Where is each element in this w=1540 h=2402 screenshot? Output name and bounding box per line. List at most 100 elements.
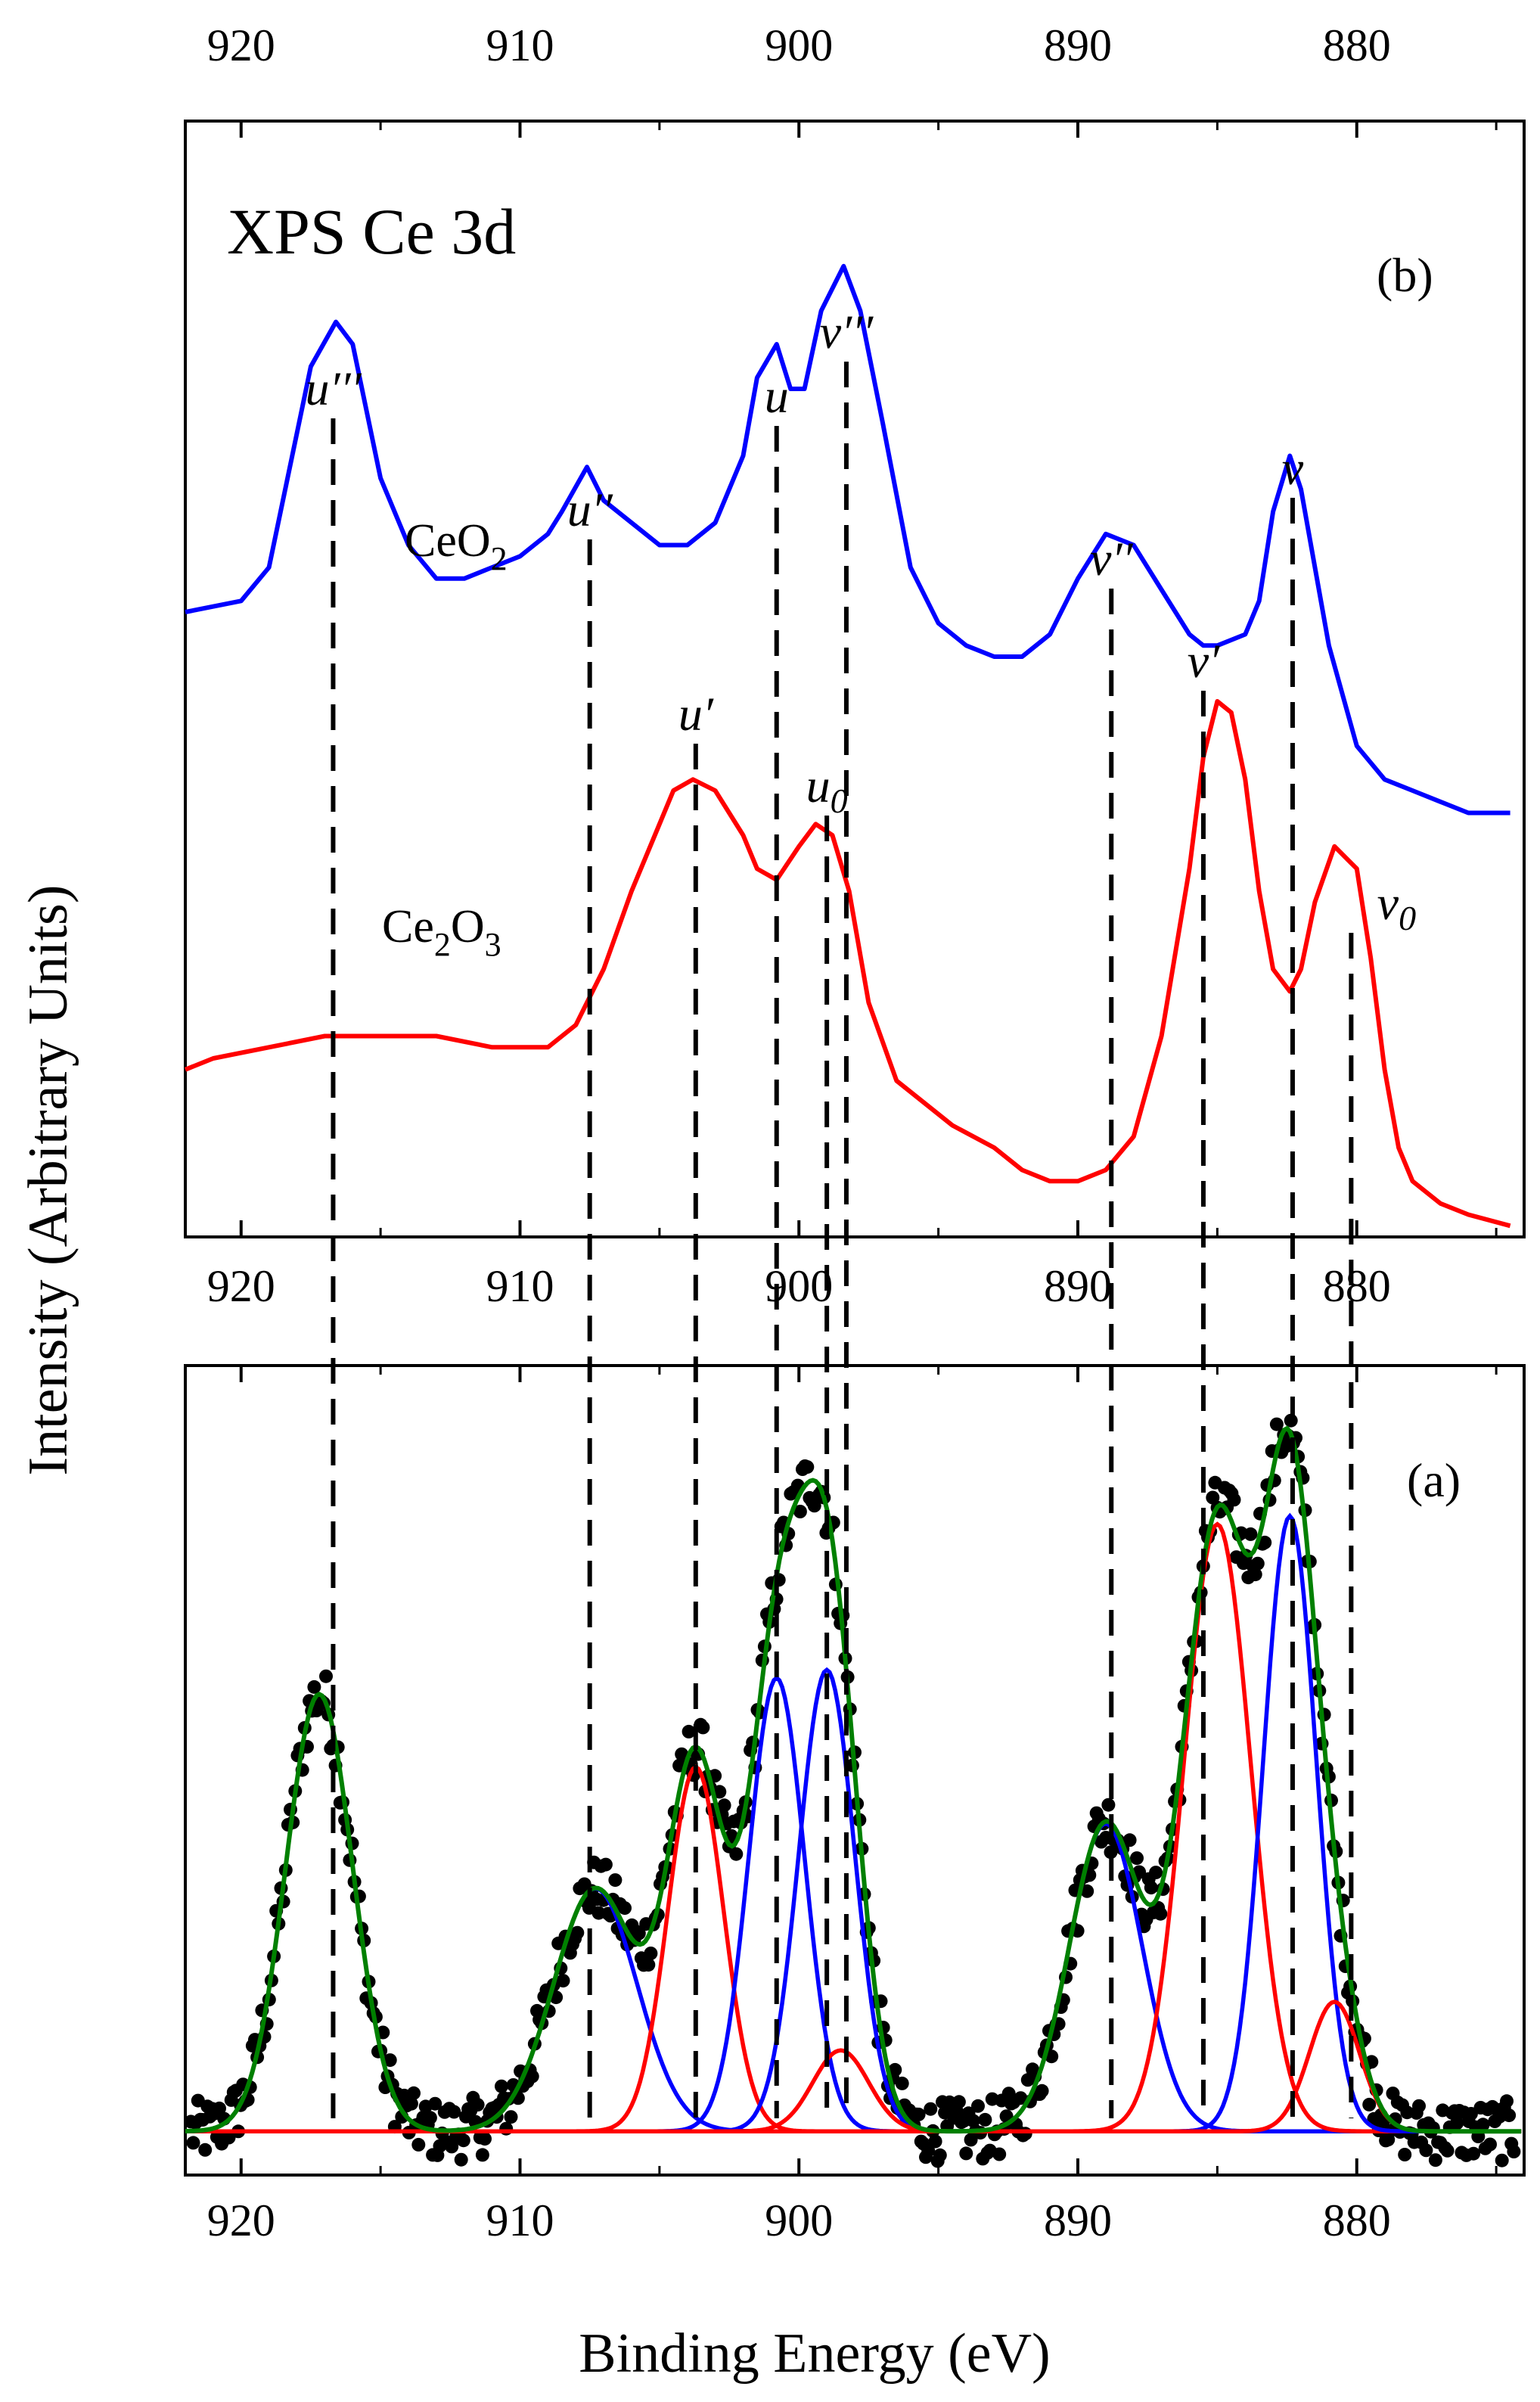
data-point: [1104, 1845, 1118, 1860]
top-axis-tick-label: 920: [207, 20, 275, 70]
data-point: [1258, 1535, 1272, 1549]
data-point: [800, 1460, 815, 1474]
data-point: [921, 2143, 936, 2158]
data-point: [1495, 2153, 1509, 2167]
data-point: [504, 2110, 518, 2124]
peak-label-base: v: [1282, 441, 1304, 495]
data-point: [1467, 2146, 1481, 2161]
panel-a-axis-tick-label: 910: [486, 2195, 554, 2245]
data-point: [928, 2134, 942, 2149]
data-point: [971, 2099, 985, 2113]
data-point: [1507, 2145, 1521, 2158]
data-point: [1080, 1884, 1094, 1898]
ce2o3-series-label: Ce2O3: [382, 901, 501, 963]
panel-b-frame: [184, 120, 1526, 1238]
peak-label-base: u: [567, 483, 591, 536]
peak-label-base: u: [765, 369, 789, 423]
panel-b-axis-tick-label: 920: [207, 1261, 275, 1311]
peak-label-base: u: [806, 759, 831, 813]
data-point: [1419, 2143, 1433, 2158]
data-point: [1412, 2099, 1426, 2113]
ce2o3-label-sub1: 2: [434, 926, 451, 963]
panel-a-axis-tick-label: 920: [207, 2195, 275, 2245]
data-point: [966, 2114, 980, 2128]
peak-label-base: v: [1090, 532, 1112, 586]
peak-label: v′′: [1090, 532, 1133, 586]
data-point: [307, 1680, 321, 1694]
peak-label: v0: [1377, 876, 1416, 937]
data-point: [1502, 2108, 1517, 2123]
data-point: [924, 2102, 938, 2116]
data-point: [696, 1720, 710, 1735]
peak-label-base: v: [1377, 876, 1399, 930]
fit-envelope: [185, 1425, 1522, 2134]
peak-label-primes: ′: [703, 687, 714, 741]
figure-text: Binding Energy (eV) Intensity (Arbitrary…: [17, 195, 1461, 2385]
data-point: [445, 2139, 459, 2154]
y-axis-label: Intensity (Arbitrary Units): [17, 885, 79, 1476]
panel-a: 920 910 900 890 880: [184, 1364, 1526, 2245]
data-point: [454, 2152, 468, 2167]
data-point: [959, 2146, 973, 2161]
data-point: [1130, 1851, 1144, 1866]
peak-label: u′′: [567, 483, 613, 536]
peak-label-primes: ′: [1209, 634, 1220, 688]
data-point: [1144, 1881, 1158, 1895]
data-point: [447, 2105, 461, 2119]
peak-label: v′′′: [820, 305, 874, 359]
component-peak-1: [185, 1886, 1522, 2133]
data-point: [598, 1857, 613, 1872]
peak-label-sub: 0: [831, 782, 848, 820]
data-point: [713, 1785, 727, 1799]
peak-label: v′: [1188, 634, 1220, 688]
peak-label: u′′′: [305, 362, 362, 415]
peak-label-base: v: [820, 305, 842, 359]
panel-b-axis-tick-label: 910: [486, 1261, 554, 1311]
peak-label: u: [765, 369, 789, 423]
panel-a-axis-tick-label: 880: [1323, 2195, 1391, 2245]
data-point: [213, 2101, 226, 2115]
data-point: [495, 2079, 508, 2093]
data-point: [1476, 2118, 1490, 2132]
peak-label-primes: ′′: [591, 483, 613, 536]
peak-label-base: u: [678, 687, 703, 741]
component-peak-9: [185, 2000, 1522, 2133]
data-point: [456, 2133, 470, 2148]
data-point: [478, 2132, 492, 2146]
peak-label-primes: ′′: [1111, 532, 1133, 586]
top-axis-tick-label: 900: [765, 20, 833, 70]
data-point: [933, 2148, 947, 2162]
peak-label: u′: [678, 687, 714, 741]
data-point: [1440, 2143, 1455, 2158]
data-point: [1248, 1568, 1262, 1582]
peak-label: v: [1282, 441, 1304, 495]
peak-label: u0: [806, 759, 848, 820]
data-point: [682, 1724, 696, 1739]
data-point: [570, 1925, 585, 1940]
panel-b-label: (b): [1377, 248, 1433, 302]
panel-a-frame: [184, 1364, 1526, 2177]
data-point: [1018, 2127, 1032, 2141]
data-point: [618, 1901, 632, 1916]
data-point: [1035, 2083, 1049, 2098]
peak-label-primes: ′′′: [841, 305, 874, 359]
data-point: [525, 2069, 539, 2083]
peak-label-base: v: [1188, 634, 1209, 688]
data-point: [1045, 2049, 1059, 2064]
data-point: [1398, 2148, 1412, 2161]
data-point: [556, 1974, 570, 1988]
data-point: [895, 2076, 909, 2090]
data-point: [608, 1873, 623, 1888]
panel-b-axis-tick-label: 880: [1323, 1261, 1391, 1311]
data-point: [793, 1505, 807, 1518]
peak-label-sub: 0: [1399, 899, 1416, 937]
data-point: [1428, 2153, 1442, 2167]
data-point: [470, 2098, 485, 2112]
data-point: [1243, 1527, 1258, 1541]
chart-title: XPS Ce 3d: [227, 195, 516, 268]
data-point: [475, 2148, 489, 2162]
peak-label-primes: ′′′: [329, 362, 362, 415]
